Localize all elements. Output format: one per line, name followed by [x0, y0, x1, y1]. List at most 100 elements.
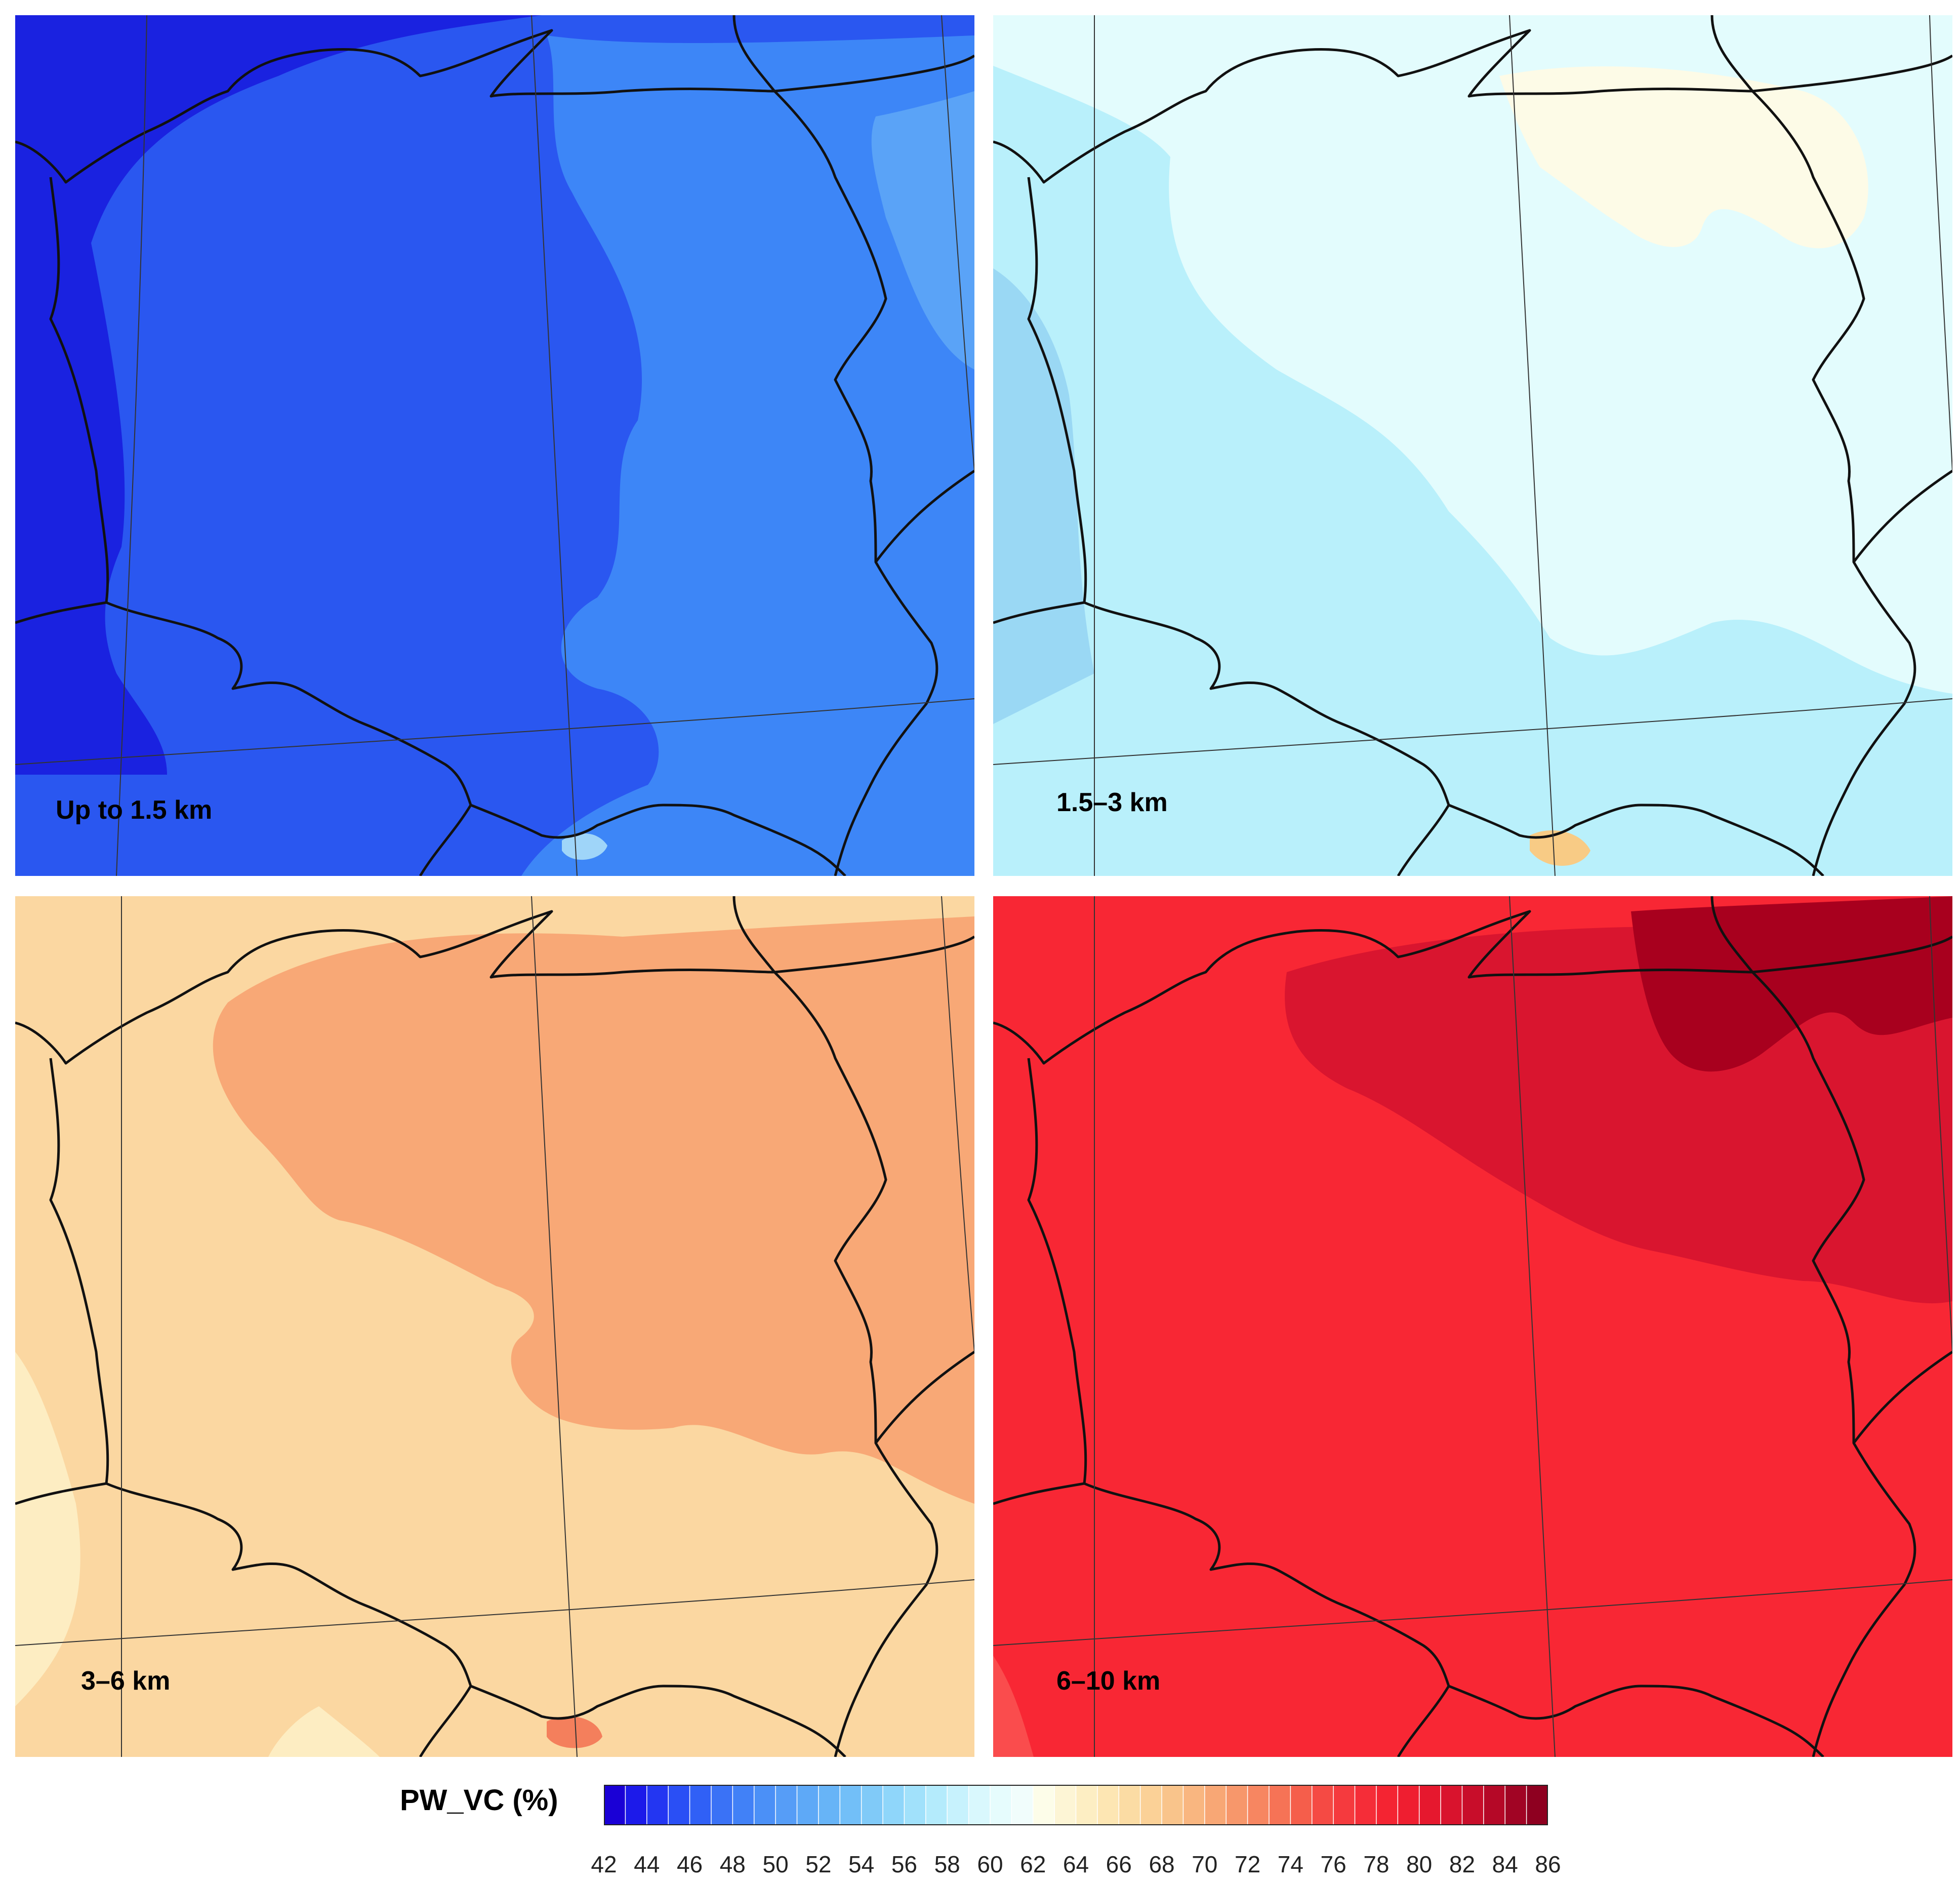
colorbar-swatch [646, 1785, 669, 1825]
colorbar-swatch [1161, 1785, 1184, 1825]
colorbar-swatch [1376, 1785, 1399, 1825]
colorbar-swatch [796, 1785, 820, 1825]
map-canvas [993, 15, 1952, 876]
colorbar-tick-label: 44 [634, 1851, 660, 1877]
colorbar-swatch [1204, 1785, 1227, 1825]
colorbar-swatch [968, 1785, 991, 1825]
colorbar-tick-label: 50 [762, 1851, 789, 1877]
field-zone-cream [1499, 66, 1868, 249]
field-zone-cyan [993, 66, 1952, 876]
colorbar-swatch [668, 1785, 690, 1825]
colorbar-swatch [1097, 1785, 1120, 1825]
colorbar-title: PW_VC (%) [400, 1784, 558, 1817]
colorbar-tick-label: 46 [676, 1851, 703, 1877]
colorbar-swatch [1269, 1785, 1291, 1825]
panel-label: 3–6 km [81, 1666, 171, 1696]
colorbar-tick-label: 62 [1020, 1851, 1046, 1877]
colorbar-tick-label: 66 [1106, 1851, 1132, 1877]
colorbar-swatch [1226, 1785, 1248, 1825]
map-canvas [15, 896, 974, 1757]
colorbar-tick-label: 80 [1406, 1851, 1433, 1877]
colorbar-swatches [604, 1785, 1548, 1825]
colorbar-swatch [1526, 1785, 1548, 1825]
field-zone-orange [1530, 830, 1590, 866]
colorbar-tick-label: 68 [1149, 1851, 1175, 1877]
country-borders [15, 15, 974, 876]
field-zone-dark-red [1631, 896, 1952, 1072]
field-zone-pale-2 [268, 1706, 380, 1757]
colorbar-swatch [925, 1785, 948, 1825]
colorbar-tick-label: 60 [977, 1851, 1003, 1877]
colorbar-swatch [625, 1785, 648, 1825]
panel-label: Up to 1.5 km [56, 795, 213, 825]
colorbar-swatch [818, 1785, 841, 1825]
colorbar-tick-label: 86 [1535, 1851, 1561, 1877]
colorbar-swatch [904, 1785, 927, 1825]
map-canvas [993, 896, 1952, 1757]
colorbar-swatch [861, 1785, 884, 1825]
colorbar-swatch [1504, 1785, 1527, 1825]
colorbar-tick-label: 74 [1277, 1851, 1303, 1877]
field-zone-light [521, 35, 974, 876]
colorbar-tick-label: 42 [591, 1851, 617, 1877]
colorbar-swatch [1290, 1785, 1313, 1825]
colorbar-swatch [1075, 1785, 1098, 1825]
colorbar-swatch [604, 1785, 626, 1825]
map-panel-up-to-1-5km: Up to 1.5 km [15, 15, 974, 876]
field-zone-red [547, 1716, 602, 1748]
colorbar-swatch [1011, 1785, 1034, 1825]
colorbar-tick-labels: 42 44 46 48 50 52 54 56 58 60 62 64 66 68 70 72 74 76 78 80… [582, 1851, 1569, 1881]
colorbar-tick-label: 64 [1063, 1851, 1089, 1877]
colorbar-swatch [775, 1785, 798, 1825]
colorbar-tick-label: 82 [1449, 1851, 1476, 1877]
map-panel-1-5-3km: 1.5–3 km [993, 15, 1952, 876]
colorbar-swatch [1118, 1785, 1141, 1825]
colorbar-swatch [1139, 1785, 1163, 1825]
colorbar-tick-label: 48 [719, 1851, 746, 1877]
panel-label: 1.5–3 km [1056, 788, 1168, 817]
colorbar-swatch [1461, 1785, 1485, 1825]
colorbar-swatch [753, 1785, 777, 1825]
colorbar-tick-label: 52 [805, 1851, 832, 1877]
colorbar-swatch [689, 1785, 712, 1825]
colorbar-swatch [1247, 1785, 1270, 1825]
colorbar-swatch [1440, 1785, 1463, 1825]
map-panel-3-6km: 3–6 km [15, 896, 974, 1757]
field-zone-salmon [213, 916, 974, 1504]
colorbar-swatch [882, 1785, 905, 1825]
colorbar-frame [604, 1785, 1548, 1825]
panel-label: 6–10 km [1056, 1666, 1161, 1696]
map-panel-6-10km: 6–10 km [993, 896, 1952, 1757]
map-canvas [15, 15, 974, 876]
colorbar-swatch [1182, 1785, 1206, 1825]
colorbar-tick-label: 84 [1492, 1851, 1518, 1877]
colorbar-swatch [839, 1785, 862, 1825]
colorbar-swatch [1483, 1785, 1506, 1825]
colorbar-swatch [1312, 1785, 1334, 1825]
field-zone-lighter [871, 91, 974, 370]
country-borders [15, 896, 974, 1757]
colorbar [604, 1785, 1548, 1825]
field-zone-lightest [562, 833, 607, 860]
colorbar-swatch [1054, 1785, 1077, 1825]
colorbar-swatch [1333, 1785, 1356, 1825]
colorbar-swatch [947, 1785, 969, 1825]
colorbar-swatch [1397, 1785, 1420, 1825]
colorbar-tick-label: 72 [1234, 1851, 1261, 1877]
country-borders [993, 15, 1952, 876]
colorbar-swatch [732, 1785, 755, 1825]
colorbar-tick-label: 76 [1320, 1851, 1346, 1877]
colorbar-swatch [990, 1785, 1012, 1825]
field-zone-dark [15, 15, 542, 775]
field-zone-pale [15, 1352, 80, 1706]
colorbar-tick-label: 54 [848, 1851, 875, 1877]
colorbar-tick-label: 56 [891, 1851, 917, 1877]
colorbar-tick-label: 58 [934, 1851, 960, 1877]
colorbar-swatch [711, 1785, 733, 1825]
colorbar-swatch [1418, 1785, 1442, 1825]
field-zone-blue [993, 268, 1094, 724]
colorbar-tick-label: 70 [1192, 1851, 1218, 1877]
field-zone-bright [993, 1656, 1034, 1757]
colorbar-swatch [1354, 1785, 1377, 1825]
colorbar-tick-label: 78 [1363, 1851, 1390, 1877]
